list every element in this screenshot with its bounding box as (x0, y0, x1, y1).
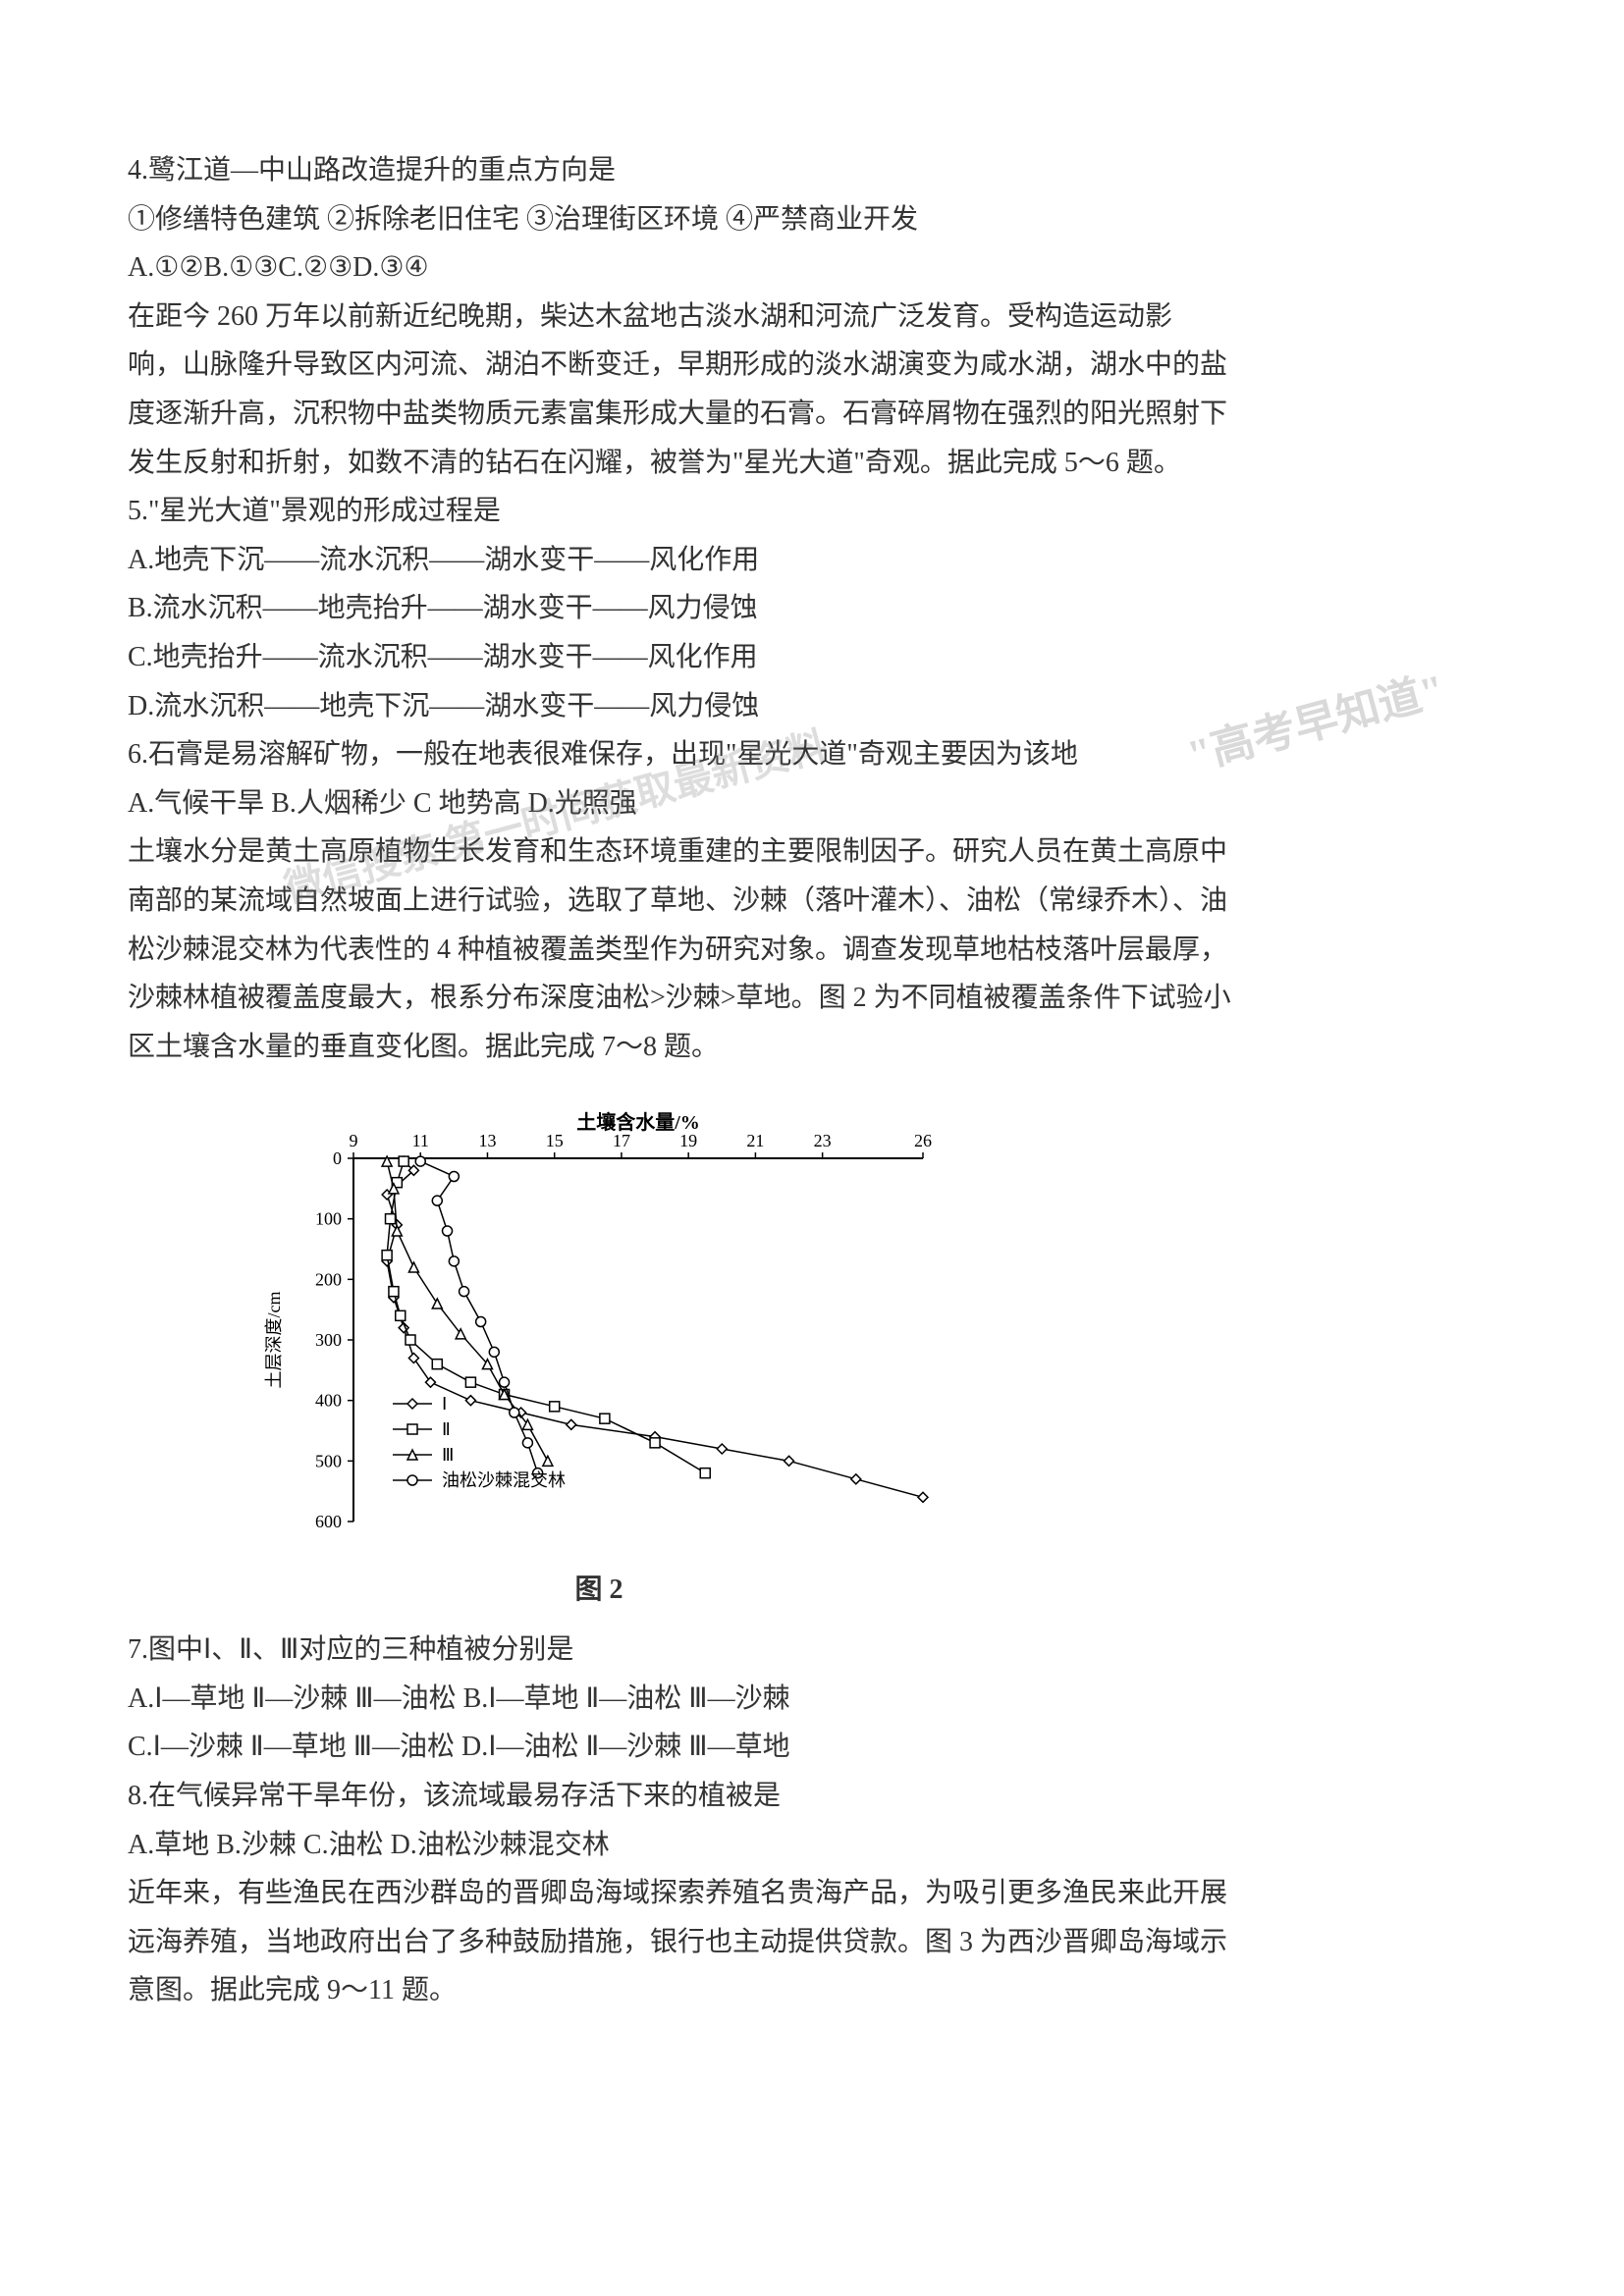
q6-stem: 6.石膏是易溶解矿物，一般在地表很难保存，出现"星光大道"奇观主要因为该地 (128, 731, 1496, 778)
q5-optC: C.地壳抬升——流水沉积——湖水变干——风化作用 (128, 634, 1496, 681)
q4-choices-1: ①修缮特色建筑 ②拆除老旧住宅 ③治理街区环境 ④严禁商业开发 (128, 196, 1496, 243)
svg-text:26: 26 (914, 1131, 932, 1150)
passage2-line5: 区土壤含水量的垂直变化图。据此完成 7～8 题。 (128, 1024, 1496, 1071)
svg-text:200: 200 (315, 1270, 342, 1290)
q7-stem: 7.图中Ⅰ、Ⅱ、Ⅲ对应的三种植被分别是 (128, 1627, 1496, 1674)
q6-options: A.气候干旱 B.人烟稀少 C 地势高 D.光照强 (128, 780, 1496, 828)
svg-text:11: 11 (412, 1131, 429, 1150)
passage3-line2: 远海养殖，当地政府出台了多种鼓励措施，银行也主动提供贷款。图 3 为西沙晋卿岛海… (128, 1919, 1496, 1966)
svg-text:Ⅲ: Ⅲ (442, 1445, 454, 1465)
q7-line2: C.Ⅰ—沙棘 Ⅱ—草地 Ⅲ—油松 D.Ⅰ—油松 Ⅱ—沙棘 Ⅲ—草地 (128, 1724, 1496, 1771)
passage3-line3: 意图。据此完成 9～11 题。 (128, 1967, 1496, 2014)
svg-text:15: 15 (546, 1131, 564, 1150)
svg-text:400: 400 (315, 1391, 342, 1411)
svg-text:600: 600 (315, 1512, 342, 1531)
passage1-line3: 度逐渐升高，沉积物中盐类物质元素富集形成大量的石膏。石膏碎屑物在强烈的阳光照射下 (128, 391, 1496, 438)
q5-optB: B.流水沉积——地壳抬升——湖水变干——风力侵蚀 (128, 585, 1496, 632)
q7-line1: A.Ⅰ—草地 Ⅱ—沙棘 Ⅲ—油松 B.Ⅰ—草地 Ⅱ—油松 Ⅲ—沙棘 (128, 1676, 1496, 1723)
svg-text:油松沙棘混交林: 油松沙棘混交林 (442, 1470, 566, 1490)
q5-optA: A.地壳下沉——流水沉积——湖水变干——风化作用 (128, 537, 1496, 584)
chart-caption: 图 2 (255, 1568, 943, 1607)
passage3-line1: 近年来，有些渔民在西沙群岛的晋卿岛海域探索养殖名贵海产品，为吸引更多渔民来此开展 (128, 1870, 1496, 1917)
svg-text:100: 100 (315, 1209, 342, 1229)
passage2-line1: 土壤水分是黄土高原植物生长发育和生态环境重建的主要限制因子。研究人员在黄土高原中 (128, 828, 1496, 876)
document-body: 4.鹭江道—中山路改造提升的重点方向是 ①修缮特色建筑 ②拆除老旧住宅 ③治理街… (128, 147, 1496, 2014)
svg-text:9: 9 (350, 1131, 358, 1150)
passage1-line4: 发生反射和折射，如数不清的钻石在闪耀，被誉为"星光大道"奇观。据此完成 5～6 … (128, 440, 1496, 487)
svg-text:300: 300 (315, 1330, 342, 1350)
q5-stem: 5."星光大道"景观的形成过程是 (128, 488, 1496, 535)
svg-text:500: 500 (315, 1452, 342, 1471)
svg-text:21: 21 (746, 1131, 764, 1150)
q8-stem: 8.在气候异常干旱年份，该流域最易存活下来的植被是 (128, 1773, 1496, 1820)
q4-choices-2: A.①②B.①③C.②③D.③④ (128, 244, 1496, 292)
svg-text:土层深度/cm: 土层深度/cm (264, 1292, 284, 1389)
passage2-line3: 松沙棘混交林为代表性的 4 种植被覆盖类型作为研究对象。调查发现草地枯枝落叶层最… (128, 927, 1496, 974)
svg-text:19: 19 (679, 1131, 697, 1150)
svg-text:13: 13 (478, 1131, 496, 1150)
svg-text:23: 23 (814, 1131, 832, 1150)
svg-text:0: 0 (333, 1148, 342, 1168)
svg-text:Ⅰ: Ⅰ (442, 1394, 447, 1414)
q5-optD: D.流水沉积——地壳下沉——湖水变干——风力侵蚀 (128, 683, 1496, 730)
passage1-line2: 响，山脉隆升导致区内河流、湖泊不断变迁，早期形成的淡水湖演变为咸水湖，湖水中的盐 (128, 342, 1496, 389)
passage2-line2: 南部的某流域自然坡面上进行试验，选取了草地、沙棘（落叶灌木）、油松（常绿乔木）、… (128, 878, 1496, 925)
passage2-line4: 沙棘林植被覆盖度最大，根系分布深度油松>沙棘>草地。图 2 为不同植被覆盖条件下… (128, 975, 1496, 1022)
svg-text:Ⅱ: Ⅱ (442, 1419, 451, 1439)
chart-figure-2: 土壤含水量/%911131517192123260100200300400500… (255, 1099, 943, 1607)
svg-text:17: 17 (613, 1131, 630, 1150)
soil-water-chart: 土壤含水量/%911131517192123260100200300400500… (255, 1099, 943, 1551)
passage1-line1: 在距今 260 万年以前新近纪晚期，柴达木盆地古淡水湖和河流广泛发育。受构造运动… (128, 294, 1496, 341)
q8-options: A.草地 B.沙棘 C.油松 D.油松沙棘混交林 (128, 1822, 1496, 1869)
q4-stem: 4.鹭江道—中山路改造提升的重点方向是 (128, 147, 1496, 194)
